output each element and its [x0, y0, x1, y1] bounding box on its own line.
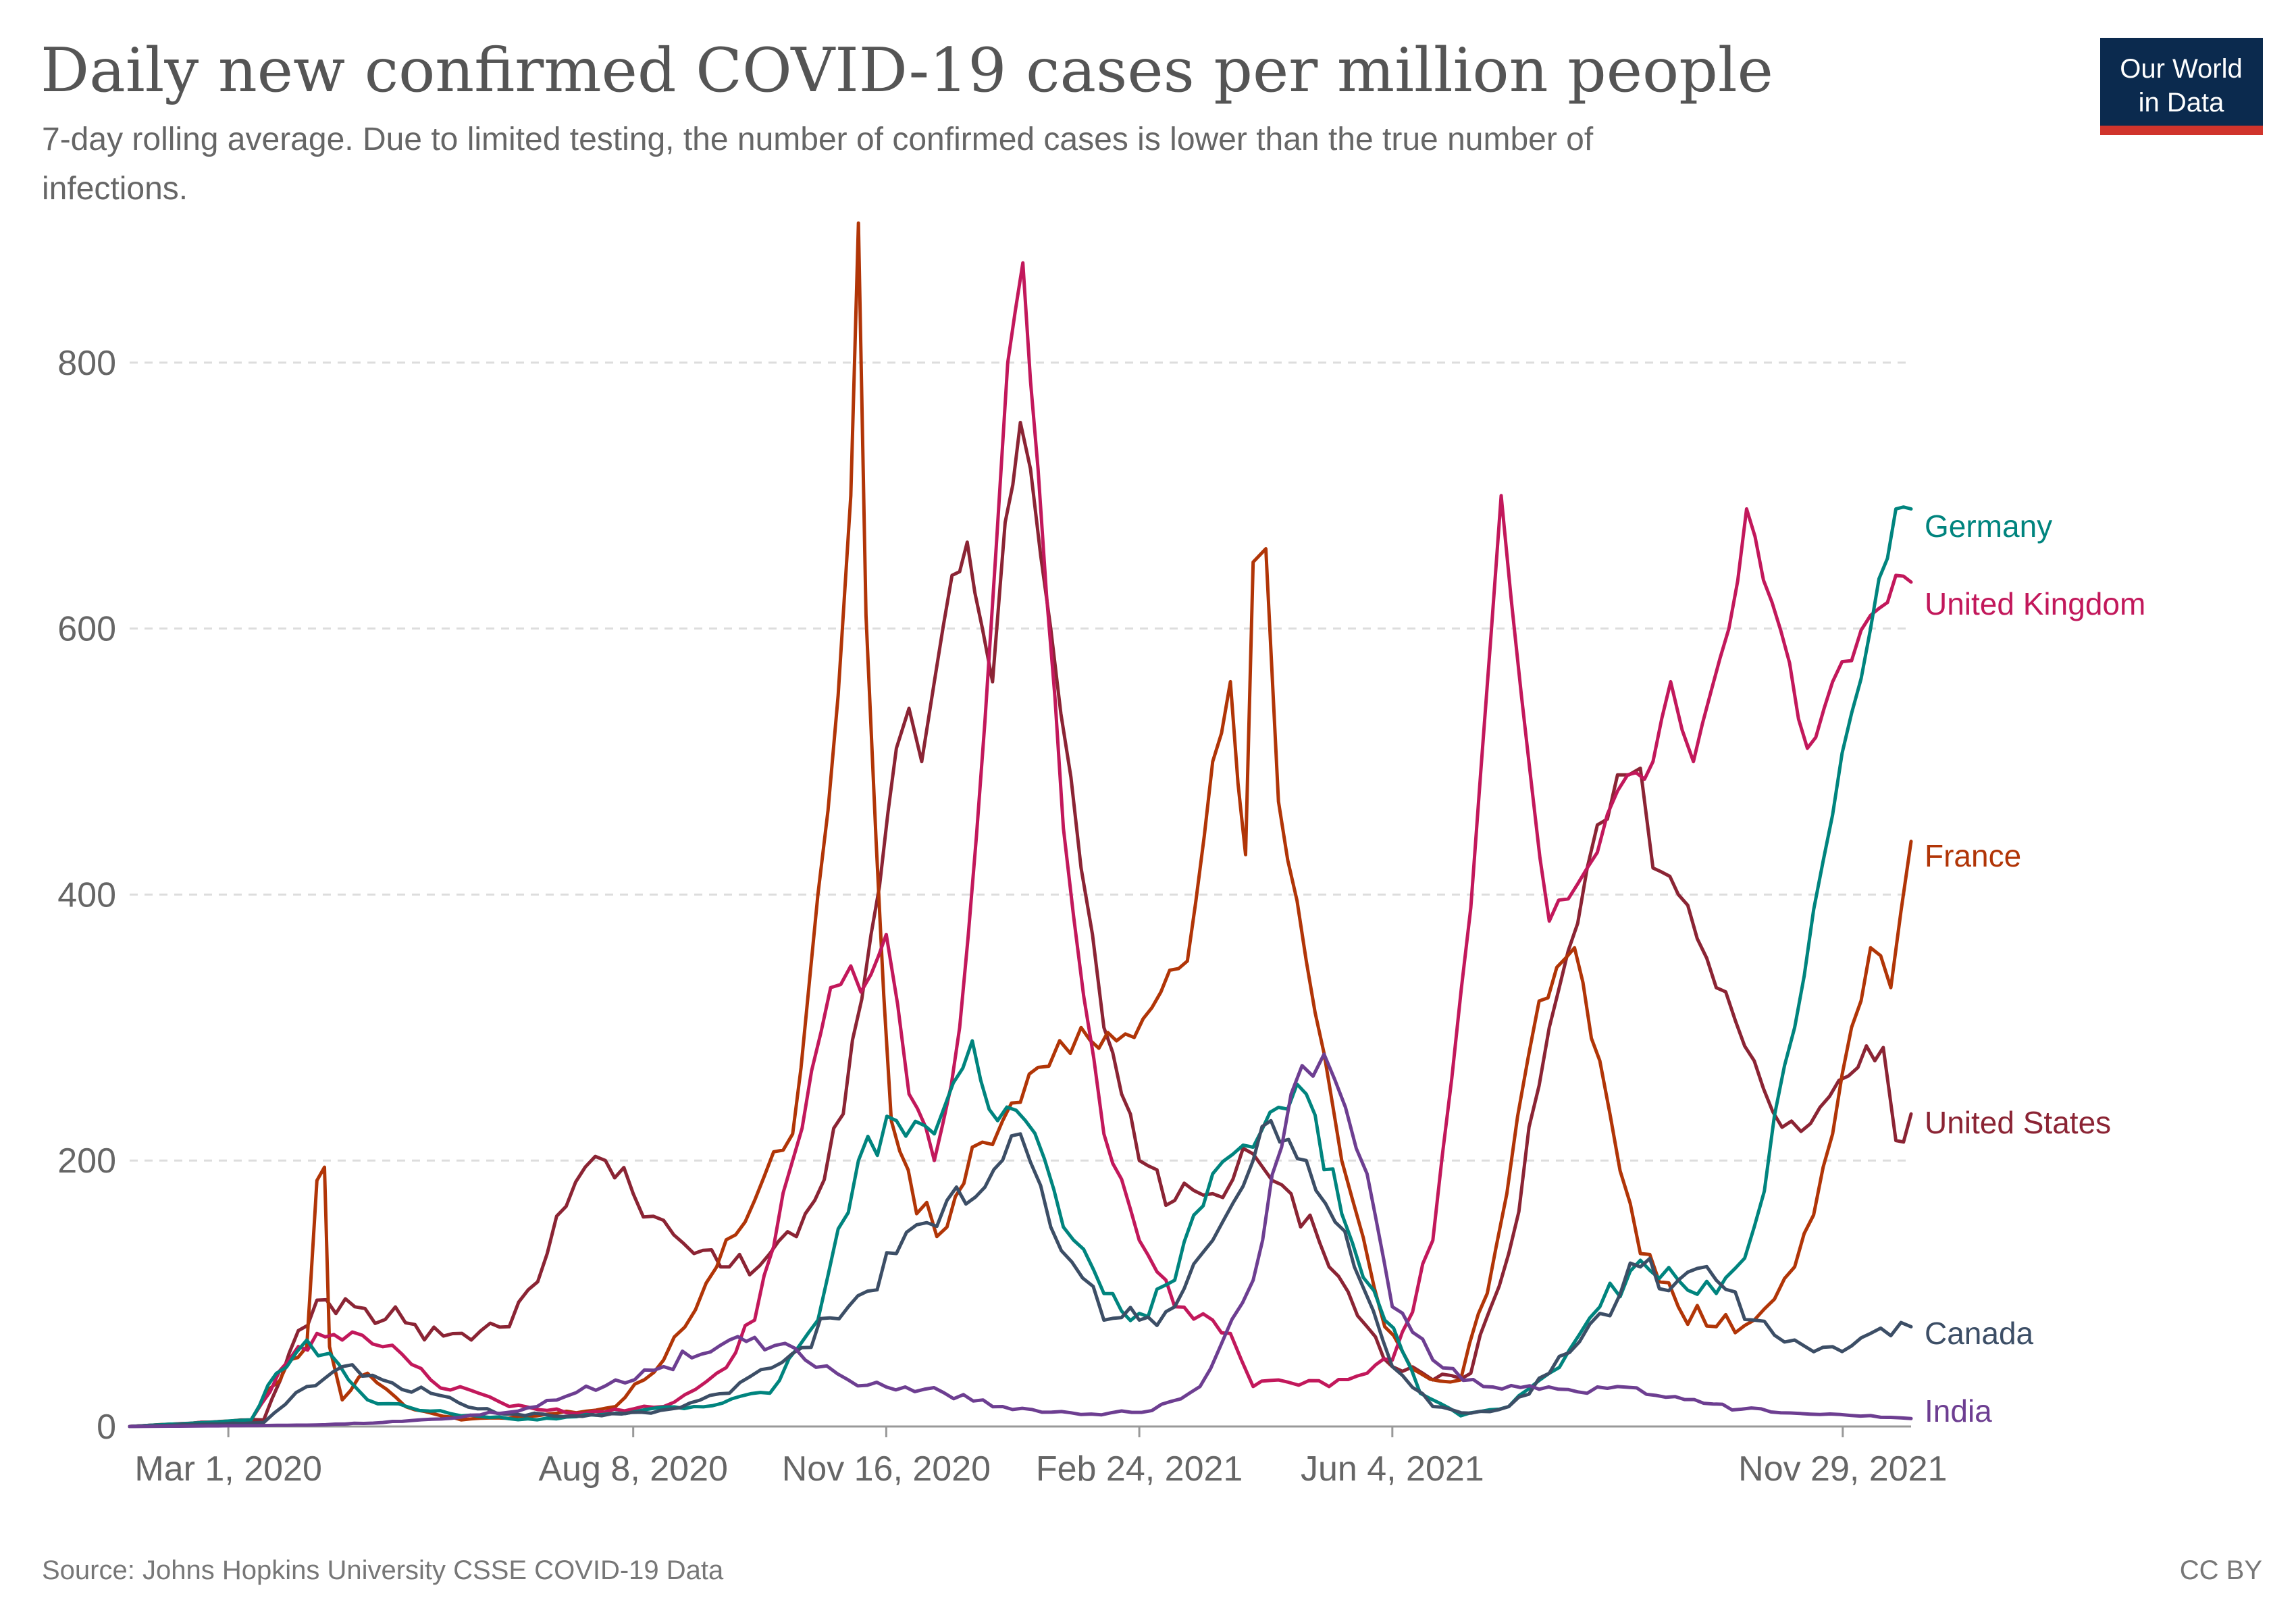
- logo-line-2: in Data: [2139, 88, 2224, 118]
- series-label-united-states: United States: [1925, 1105, 2111, 1140]
- x-axis: Mar 1, 2020 Aug 8, 2020 Nov 16, 2020 Feb 24…: [130, 1425, 1947, 1489]
- series-line-india: [128, 1052, 1913, 1429]
- x-tick-label: Aug 8, 2020: [538, 1449, 727, 1489]
- y-tick-label: 200: [57, 1141, 116, 1181]
- series-line-united-kingdom: [128, 261, 1913, 1429]
- logo-stripe: [2100, 126, 2263, 135]
- series-label-united-kingdom: United Kingdom: [1925, 586, 2145, 621]
- x-tick-label: Feb 24, 2021: [1036, 1449, 1243, 1489]
- y-tick-label: 0: [97, 1408, 116, 1447]
- y-tick-label: 600: [57, 610, 116, 649]
- series-line-canada: [128, 1118, 1913, 1429]
- owid-logo[interactable]: Our World in Data: [2100, 38, 2263, 135]
- series-label-france: France: [1925, 838, 2021, 873]
- x-tick-label: Nov 29, 2021: [1738, 1449, 1947, 1489]
- source-note: Source: Johns Hopkins University CSSE CO…: [42, 1555, 724, 1585]
- series-label-germany: Germany: [1925, 509, 2052, 544]
- y-tick-label: 800: [57, 344, 116, 383]
- x-tick-label: Nov 16, 2020: [782, 1449, 991, 1489]
- series-lines: [128, 221, 1913, 1429]
- chart-title: Daily new confirmed COVID-19 cases per m…: [41, 35, 1773, 106]
- series-label-canada: Canada: [1925, 1316, 2034, 1351]
- series-label-india: India: [1925, 1393, 1992, 1429]
- logo-background: [2100, 38, 2263, 126]
- chart-subtitle-line-2: infections.: [42, 171, 188, 207]
- x-tick-label: Mar 1, 2020: [134, 1449, 322, 1489]
- y-tick-label: 400: [57, 875, 116, 915]
- y-axis-ticks: 0 200 400 600 800: [57, 344, 116, 1447]
- x-tick-label: Jun 4, 2021: [1301, 1449, 1484, 1489]
- license-link[interactable]: CC BY: [2180, 1555, 2262, 1585]
- grid-lines: [130, 361, 1911, 1162]
- chart-subtitle-line-1: 7-day rolling average. Due to limited te…: [42, 122, 1594, 157]
- logo-line-1: Our World: [2120, 54, 2243, 84]
- series-labels: United States France United Kingdom Germany…: [1925, 509, 2145, 1429]
- series-line-germany: [128, 505, 1913, 1429]
- series-line-france: [128, 221, 1913, 1429]
- series-line-united-states: [128, 421, 1913, 1429]
